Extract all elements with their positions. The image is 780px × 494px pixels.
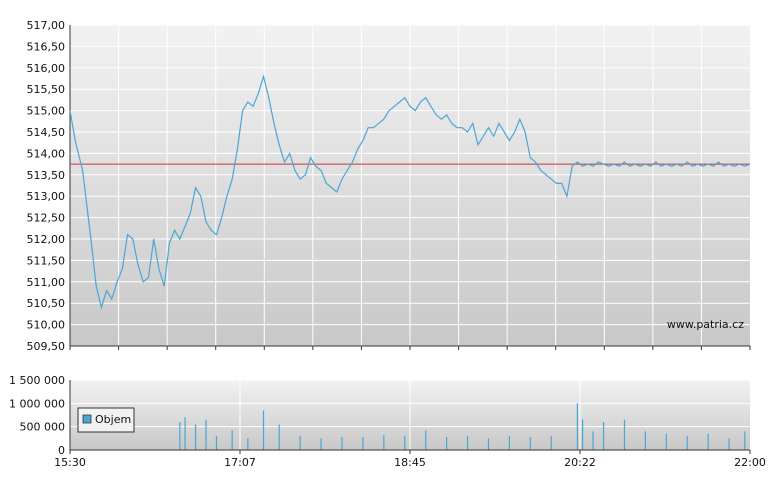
volume-bar: [362, 436, 364, 450]
volume-bar: [247, 438, 249, 450]
volume-bar: [665, 433, 667, 450]
volume-bar: [231, 430, 233, 450]
price-ytick-label: 513,00: [27, 190, 66, 203]
watermark-label: www.patria.cz: [667, 318, 744, 331]
price-panel: 517,00 516,50 516,00 515,50 515,00 514,50 514,…: [27, 19, 751, 353]
volume-bar: [278, 424, 280, 450]
volume-bar: [623, 419, 626, 450]
price-ytick-label: 511,50: [27, 254, 66, 267]
volume-bar: [383, 435, 385, 450]
price-ytick-label: 513,50: [27, 169, 66, 182]
volume-bar: [404, 436, 406, 450]
volume-ytick-label: 1 000 000: [9, 397, 65, 410]
price-ytick-label: 509,50: [27, 340, 66, 353]
volume-legend: Objem: [77, 407, 135, 433]
price-ytick-label: 515,50: [27, 83, 66, 96]
x-tick-label: 22:00: [734, 456, 766, 469]
x-tick-label: 20:22: [564, 456, 596, 469]
x-tick-label: 15:30: [54, 456, 86, 469]
volume-bar: [194, 424, 197, 450]
volume-panel: 1 500 000 1 000 000 500 000 015:30 17:07 18:4…: [9, 374, 766, 469]
volume-bar: [466, 436, 469, 450]
volume-bar: [707, 433, 709, 450]
volume-bar: [602, 422, 605, 450]
volume-bar: [728, 438, 730, 450]
price-ytick-label: 516,50: [27, 40, 66, 53]
volume-bar: [341, 436, 343, 450]
price-ytick-label: 514,50: [27, 126, 66, 139]
volume-bar: [179, 422, 181, 450]
volume-bar: [215, 436, 218, 450]
volume-bar: [686, 436, 688, 450]
volume-bar: [576, 403, 578, 450]
volume-bar: [582, 419, 584, 450]
volume-bar: [508, 436, 510, 450]
price-ytick-label: 516,00: [27, 62, 66, 75]
x-tick-label: 17:07: [224, 456, 256, 469]
volume-bar: [425, 430, 427, 450]
volume-bar: [262, 410, 265, 450]
price-ytick-label: 517,00: [27, 19, 66, 32]
price-series-line: [69, 74, 751, 310]
volume-bar: [320, 438, 322, 450]
volume-bar: [487, 438, 490, 450]
volume-bar: [644, 431, 646, 450]
volume-bar: [744, 431, 746, 450]
price-ytick-label: 510,50: [27, 297, 66, 310]
price-ytick-label: 515,00: [27, 105, 66, 118]
price-ytick-label: 510,00: [27, 319, 66, 332]
volume-bar: [550, 436, 552, 450]
volume-ytick-label: 500 000: [20, 421, 66, 434]
volume-bar: [205, 419, 207, 450]
price-ytick-label: 514,00: [27, 147, 66, 160]
volume-ytick-label: 1 500 000: [9, 374, 65, 387]
volume-bar: [529, 436, 531, 450]
volume-ytick-label: 0: [58, 444, 65, 457]
legend-swatch: [82, 414, 92, 424]
price-ytick-label: 512,00: [27, 233, 66, 246]
volume-bar: [592, 431, 594, 450]
volume-bar: [184, 417, 186, 450]
price-ytick-label: 511,00: [27, 276, 66, 289]
legend-label: Objem: [95, 413, 131, 426]
price-ytick-label: 512,50: [27, 212, 66, 225]
volume-bar: [446, 436, 448, 450]
x-tick-label: 18:45: [394, 456, 426, 469]
volume-bar: [299, 436, 301, 450]
